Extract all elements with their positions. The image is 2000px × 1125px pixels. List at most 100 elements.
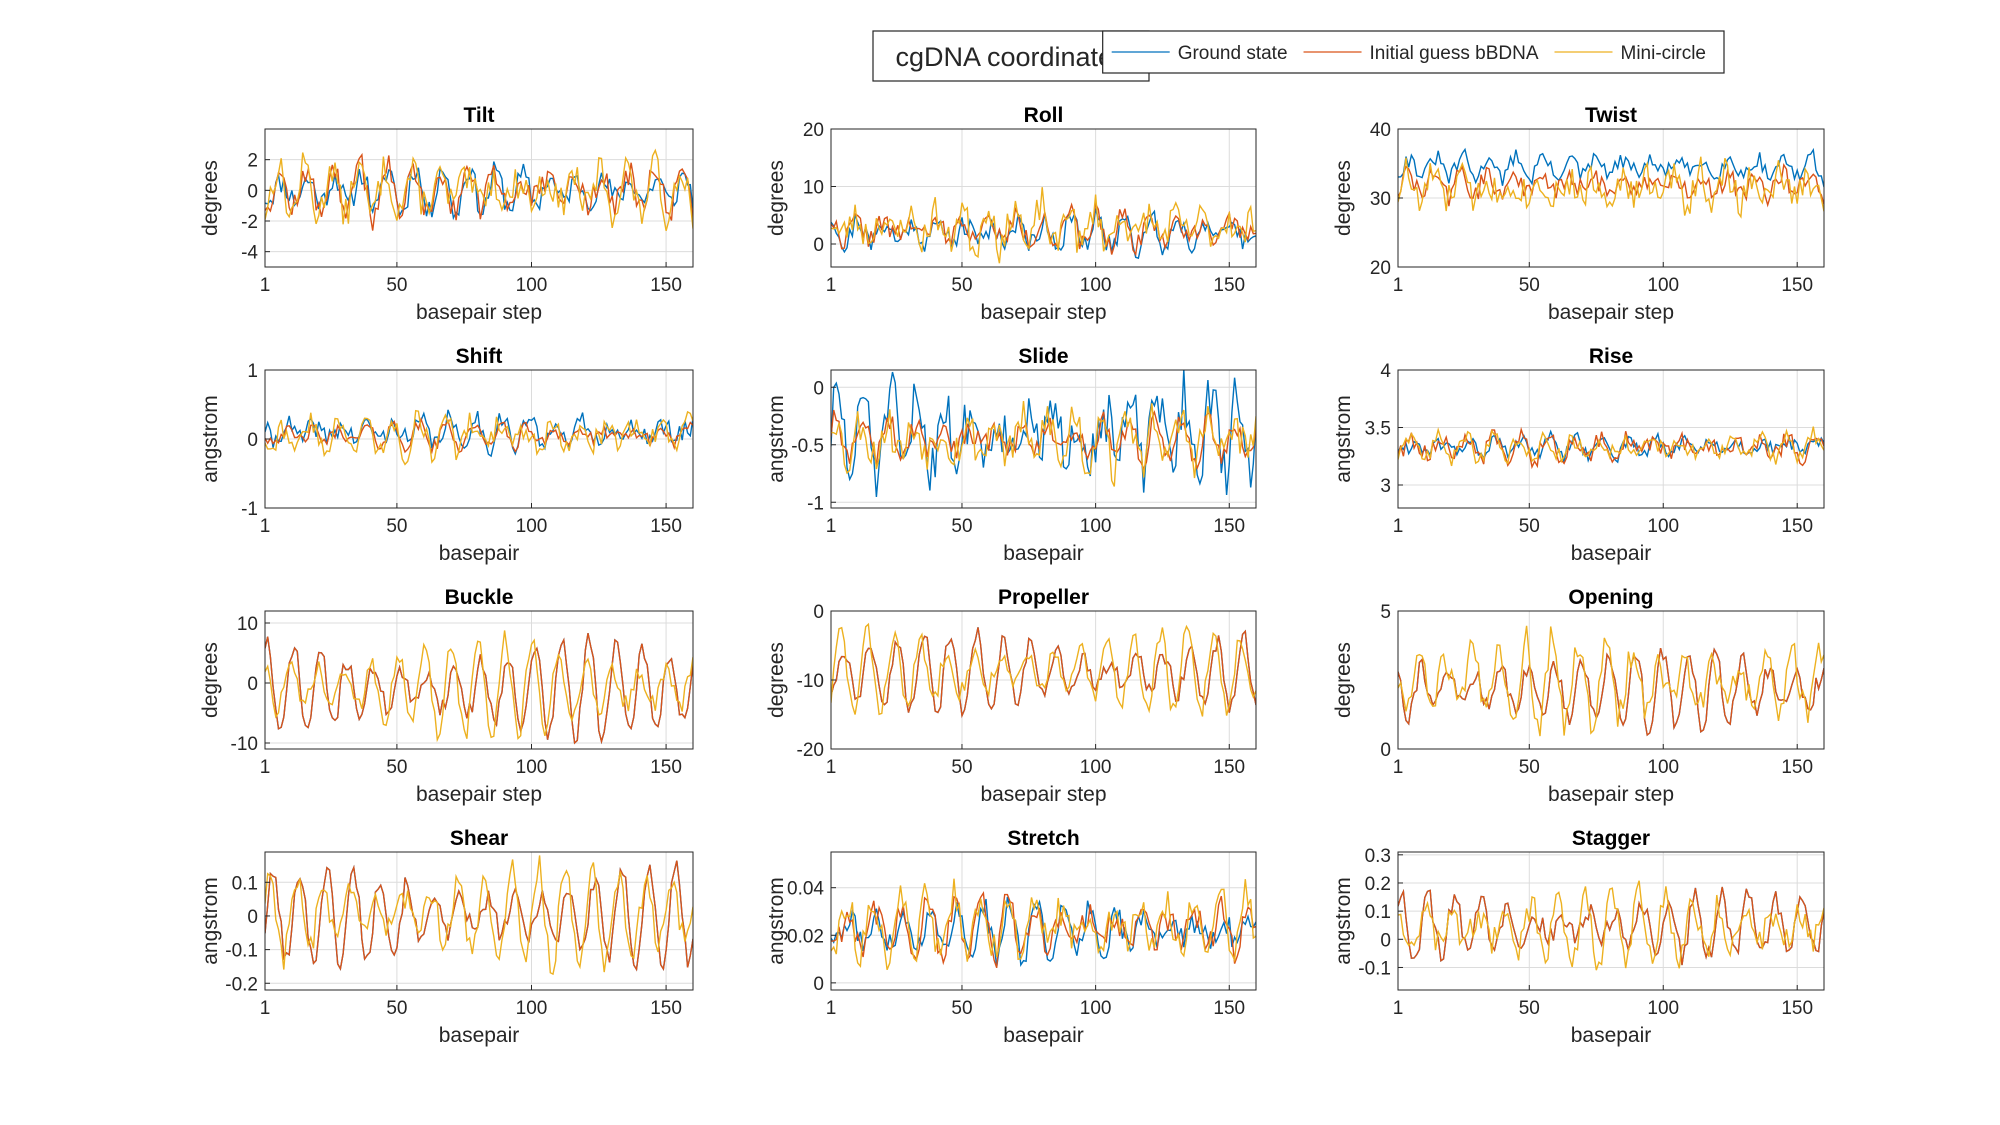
stretch-xtick-label: 50	[951, 998, 972, 1019]
tilt-ytick-label: -2	[241, 212, 258, 233]
propeller-ytick-label: -20	[797, 740, 824, 761]
slide-xtick-label: 1	[826, 516, 837, 537]
twist-xtick-label: 100	[1647, 275, 1679, 296]
roll-xtick-label: 1	[826, 275, 837, 296]
buckle-xtick-label: 150	[650, 757, 682, 778]
roll-ylabel: degrees	[765, 160, 788, 236]
twist-xtick-label: 1	[1393, 275, 1404, 296]
stretch-series-mini-circle	[831, 878, 1256, 971]
tilt-ytick-label: 0	[247, 181, 258, 202]
roll-ytick-label: 10	[803, 178, 824, 199]
shear-series-mini-circle	[265, 855, 693, 976]
opening-xtick-label: 150	[1781, 757, 1813, 778]
stretch-axes-box	[830, 851, 1257, 991]
legend: Ground state Initial guess bBDNA Mini-ci…	[1102, 30, 1725, 74]
rise-plot-area	[1398, 426, 1824, 470]
propeller-xtick-label: 100	[1080, 757, 1112, 778]
shift-series-initial-guess-bbdna	[265, 416, 693, 455]
buckle-ytick-label: -10	[231, 734, 258, 755]
stretch-ytick-label: 0.02	[787, 926, 824, 947]
propeller-xlabel: basepair step	[980, 783, 1106, 806]
legend-label-ground-state: Ground state	[1178, 43, 1288, 64]
stagger-ylabel: angstrom	[1332, 877, 1355, 965]
propeller-xtick-label: 1	[826, 757, 837, 778]
slide-title: Slide	[1018, 345, 1068, 368]
stagger-xtick-label: 1	[1393, 998, 1404, 1019]
slide-ylabel: angstrom	[765, 395, 788, 483]
stretch-xtick-label: 100	[1080, 998, 1112, 1019]
shift-xtick-label: 1	[260, 516, 271, 537]
tilt-xtick-label: 150	[650, 275, 682, 296]
stretch-plot-area	[831, 878, 1256, 971]
roll-xtick-label: 50	[951, 275, 972, 296]
slide-ytick-label: -0.5	[791, 436, 824, 457]
stagger-axes-box	[1397, 851, 1825, 991]
propeller-series-mini-circle	[831, 622, 1256, 717]
opening-axes-box	[1397, 610, 1825, 750]
propeller-series-initial-guess-bbdna	[831, 627, 1256, 719]
buckle-series-initial-guess-bbdna	[265, 633, 693, 745]
twist-series-ground-state	[1398, 147, 1824, 188]
slide-axes-box	[830, 369, 1257, 509]
roll-ytick-label: 0	[813, 235, 824, 256]
stretch-xtick-label: 150	[1213, 998, 1245, 1019]
tilt-ytick-label: 2	[247, 151, 258, 172]
roll-xtick-label: 100	[1080, 275, 1112, 296]
propeller-ytick-label: 0	[813, 602, 824, 623]
propeller-xtick-label: 50	[951, 757, 972, 778]
shift-xtick-label: 100	[516, 516, 548, 537]
stagger-xlabel: basepair	[1571, 1024, 1652, 1047]
tilt-ylabel: degrees	[199, 160, 222, 236]
rise-ytick-label: 4	[1380, 361, 1391, 382]
stagger-plot-area	[1398, 880, 1824, 971]
opening-series-mini-circle	[1398, 625, 1824, 737]
buckle-axes-box	[264, 610, 694, 750]
stagger-series-initial-guess-bbdna	[1398, 886, 1824, 966]
tilt-xtick-label: 100	[516, 275, 548, 296]
rise-xtick-label: 150	[1781, 516, 1813, 537]
rise-xtick-label: 50	[1519, 516, 1540, 537]
roll-title: Roll	[1024, 104, 1064, 127]
opening-xtick-label: 50	[1519, 757, 1540, 778]
shift-ytick-label: 1	[247, 361, 258, 382]
stretch-series-ground-state	[831, 896, 1256, 968]
rise-title: Rise	[1589, 345, 1633, 368]
twist-title: Twist	[1585, 104, 1637, 127]
roll-xtick-label: 150	[1213, 275, 1245, 296]
shear-ytick-label: 0	[247, 907, 258, 928]
slide-ytick-label: 0	[813, 378, 824, 399]
buckle-xtick-label: 100	[516, 757, 548, 778]
slide-xlabel: basepair	[1003, 542, 1084, 565]
rise-ylabel: angstrom	[1332, 395, 1355, 483]
twist-xtick-label: 150	[1781, 275, 1813, 296]
twist-ytick-label: 30	[1370, 189, 1391, 210]
stagger-xtick-label: 50	[1519, 998, 1540, 1019]
slide-xtick-label: 50	[951, 516, 972, 537]
shear-ytick-label: -0.2	[225, 974, 258, 995]
stagger-xtick-label: 150	[1781, 998, 1813, 1019]
opening-xlabel: basepair step	[1548, 783, 1674, 806]
stretch-panel: 1 50 100 15000.020.04Stretchbasepairangstro…	[765, 827, 1257, 1047]
propeller-xtick-label: 150	[1213, 757, 1245, 778]
roll-series-mini-circle	[831, 187, 1256, 264]
rise-ytick-label: 3.5	[1365, 419, 1391, 440]
buckle-xtick-label: 1	[260, 757, 271, 778]
shift-series-mini-circle	[265, 409, 693, 466]
twist-xtick-label: 50	[1519, 275, 1540, 296]
stretch-xlabel: basepair	[1003, 1024, 1084, 1047]
slide-ytick-label: -1	[807, 493, 824, 514]
buckle-ytick-label: 0	[247, 674, 258, 695]
shift-ytick-label: -1	[241, 499, 258, 520]
opening-plot-area	[1398, 625, 1824, 737]
twist-plot-area	[1398, 147, 1824, 219]
tilt-axes-box	[264, 128, 694, 268]
stagger-title: Stagger	[1572, 827, 1650, 850]
